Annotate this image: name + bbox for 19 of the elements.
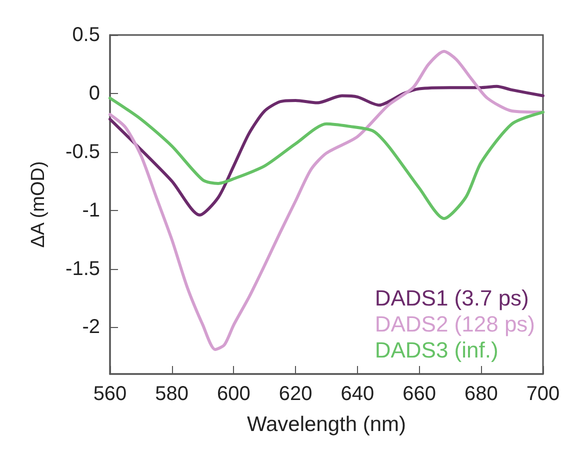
x-tick-label: 620 — [278, 383, 312, 405]
y-tick-label: 0 — [88, 82, 100, 104]
x-tick-label: 680 — [464, 383, 498, 405]
y-tick-label: -2 — [82, 316, 100, 338]
y-axis-title: ΔA (mOD) — [28, 161, 49, 248]
x-tick-label: 660 — [402, 383, 436, 405]
y-tick-label: 0.5 — [72, 24, 100, 46]
x-tick-label: 580 — [155, 383, 189, 405]
x-tick-label: 600 — [217, 383, 250, 405]
text: DADS1 (3.7 ps) — [374, 286, 529, 310]
text: DADS2 (128 ps) — [374, 312, 536, 336]
x-axis-title: Wavelength (nm) — [246, 413, 406, 436]
y-tick-label: -0.5 — [66, 140, 100, 163]
x-tick-label: 560 — [93, 383, 127, 405]
y-tick-label: -1.5 — [66, 258, 100, 280]
y-tick-label: -1 — [82, 199, 100, 222]
text: DADS3 (inf.) — [374, 338, 498, 362]
x-tick-label: 700 — [526, 383, 560, 405]
x-tick-label: 640 — [340, 383, 374, 405]
